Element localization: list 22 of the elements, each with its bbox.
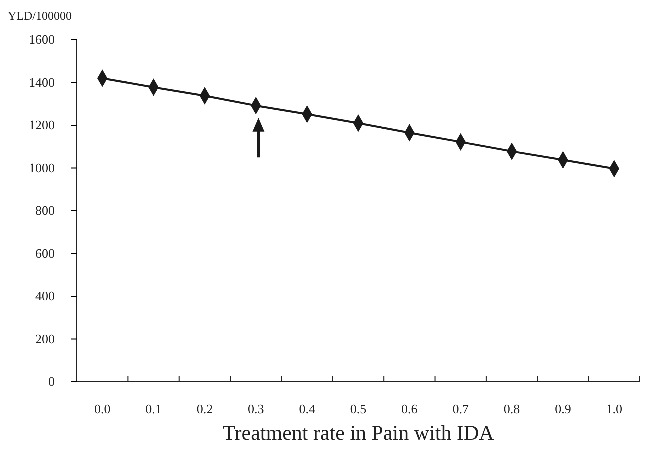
x-tick-label: 0.2 — [196, 402, 214, 417]
x-tick-label: 0.1 — [146, 402, 162, 417]
x-tick-label: 0.6 — [402, 402, 418, 417]
y-tick-label: 1600 — [29, 32, 55, 48]
y-tick-label: 1000 — [29, 160, 55, 176]
y-tick-label: 1400 — [29, 74, 55, 90]
x-tick-label: 0.3 — [248, 402, 264, 417]
x-tick-label: 0.7 — [452, 402, 470, 417]
x-tick-label: 1.0 — [606, 402, 623, 417]
y-tick-label: 1200 — [29, 118, 55, 133]
y-tick-label: 800 — [36, 203, 55, 218]
y-tick-label: 600 — [36, 246, 55, 261]
y-tick-label: 0 — [48, 374, 55, 390]
y-axis-title: YLD/100000 — [8, 9, 72, 23]
x-tick-label: 0.0 — [94, 402, 111, 417]
x-axis-title: Treatment rate in Pain with IDA — [222, 421, 496, 445]
x-tick-label: 0.5 — [350, 402, 367, 417]
x-tick-label: 0.9 — [555, 402, 572, 417]
x-tick-label: 0.8 — [504, 402, 520, 417]
y-tick-label: 400 — [36, 288, 55, 304]
y-tick-label: 200 — [36, 331, 55, 346]
x-tick-label: 0.4 — [299, 402, 316, 417]
